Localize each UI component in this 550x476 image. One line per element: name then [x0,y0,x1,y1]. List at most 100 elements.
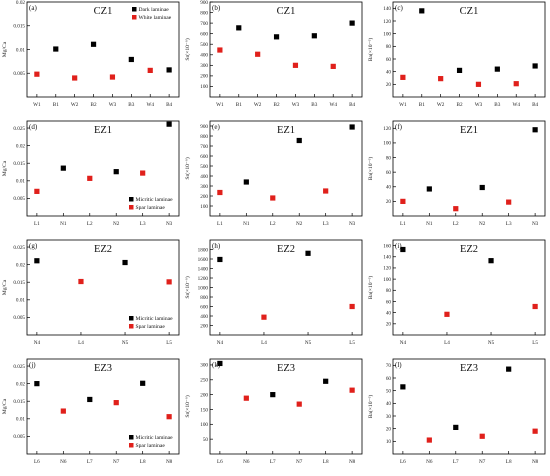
panel-title: EZ2 [277,244,295,255]
legend-marker [129,435,134,440]
y-axis-label: Ba(×10⁻⁶) [367,38,374,62]
data-point-red [506,199,512,205]
x-tick-label: N1 [243,221,250,227]
data-point-red [349,387,355,393]
data-point-black [34,381,40,387]
x-tick-label: W3 [109,102,117,108]
y-tick-label: 800 [200,295,208,301]
data-point-red [113,400,119,406]
data-point-black [323,378,329,384]
y-tick-label: 400 [200,53,208,59]
data-point-red [513,81,519,87]
panel-title: EZ1 [460,125,478,136]
data-point-red [323,188,329,194]
y-tick-label: 1600 [198,257,209,263]
data-point-black [456,67,463,73]
data-point-black [122,259,128,266]
x-tick-label: N7 [113,459,120,465]
y-tick-label: 1000 [198,285,209,291]
y-tick-label: 0.015 [13,399,25,405]
data-point-black [426,186,432,192]
x-tick-label: N7 [296,459,303,465]
data-point-red [166,279,172,285]
plot-frame [26,239,180,336]
x-tick-label: B3 [311,102,317,108]
plot-frame [209,1,363,98]
y-tick-label: 120 [383,19,391,25]
chart-panel-2: 100 200 300 400 500 600 700 800 900 W1 B1 W2 B2 W3 B3 W… [184,0,363,108]
x-tick-label: W2 [71,102,79,108]
y-tick-label: 700 [200,21,208,27]
y-axis-label: Mg/Ca [2,41,8,57]
data-point-black [113,169,119,175]
data-point-red [261,314,267,320]
legend-label: Spar laminae [136,443,166,449]
y-tick-label: 100 [200,204,208,210]
legend-marker [129,205,134,210]
y-tick-label: 400 [200,174,208,180]
y-tick-label: 0.01 [16,179,25,185]
data-point-black [532,63,538,69]
y-tick-label: 0.02 [16,0,25,6]
data-point-red [444,311,450,317]
y-tick-label: 40 [386,185,392,191]
x-tick-label: W2 [254,102,262,108]
panel-letter: (g) [29,242,38,250]
y-tick-label: 20 [386,426,392,432]
y-tick-label: 100 [383,31,391,37]
y-tick-label: 800 [200,10,208,16]
x-tick-label: W3 [292,102,300,108]
plot-frame [392,120,546,217]
x-tick-label: B1 [236,102,242,108]
legend: Micritic laminae Spar laminae [129,316,173,330]
x-tick-label: L5 [532,340,538,346]
data-point-red [270,195,276,201]
data-point-red [400,74,406,80]
data-point-black [494,66,500,72]
x-tick-label: B2 [91,102,97,108]
legend-label: Spar laminae [136,205,166,211]
plot-frame [392,358,546,455]
y-tick-label: 300 [200,63,208,69]
y-tick-label: 0.005 [13,196,25,202]
y-tick-label: 20 [386,199,392,205]
y-tick-label: 120 [383,126,391,132]
x-tick-label: N6 [426,459,433,465]
x-tick-label: B2 [457,102,463,108]
y-tick-label: 80 [386,288,392,294]
chart-panel-7: 0.005 0.01 0.015 0.02 0.025 N4 L4 N5 L5 Mg/Ca (g) E… [2,239,180,346]
data-point-black [87,396,93,403]
y-tick-label: 0.005 [13,434,25,440]
data-point-red [87,175,93,181]
panel-title: EZ2 [94,244,112,255]
x-tick-label: B2 [274,102,280,108]
legend-marker [129,324,134,329]
y-tick-label: 0.01 [16,417,25,423]
y-tick-label: 20 [386,82,392,88]
y-tick-label: 100 [383,141,391,147]
data-point-black [34,258,40,264]
x-tick-label: L8 [323,459,329,465]
y-axis-label: Mg/Ca [2,279,8,295]
legend-label: Dark laminae [139,7,170,13]
y-axis-label: Sr(×10⁻⁶) [184,276,191,298]
panel-letter: (h) [212,242,221,250]
y-tick-label: 250 [200,378,208,384]
x-tick-label: N6 [243,459,250,465]
y-tick-label: 200 [200,323,208,329]
x-tick-label: L3 [140,221,146,227]
chart-panel-6: 20 40 60 80 100 120 L1 N1 L2 N2 L3 N3 Ba(×10⁻⁶) (f) EZ… [367,120,546,227]
y-tick-label: 1400 [198,266,209,272]
data-point-black [166,67,172,73]
y-axis-label: Ba(×10⁻⁶) [367,395,374,419]
x-tick-label: W3 [475,102,483,108]
panel-letter: (c) [395,4,403,12]
y-tick-label: 1800 [198,247,209,253]
panel-title: CZ1 [460,6,479,17]
x-tick-label: L5 [349,340,355,346]
x-tick-label: L4 [444,340,450,346]
data-point-red [532,303,538,310]
chart-panel-1: 0.005 0.01 0.015 0.02 W1 B1 W2 B2 W3 B3 W4 B4 Mg/Ca (… [2,0,180,108]
data-point-black [166,121,172,127]
data-point-black [488,258,494,264]
